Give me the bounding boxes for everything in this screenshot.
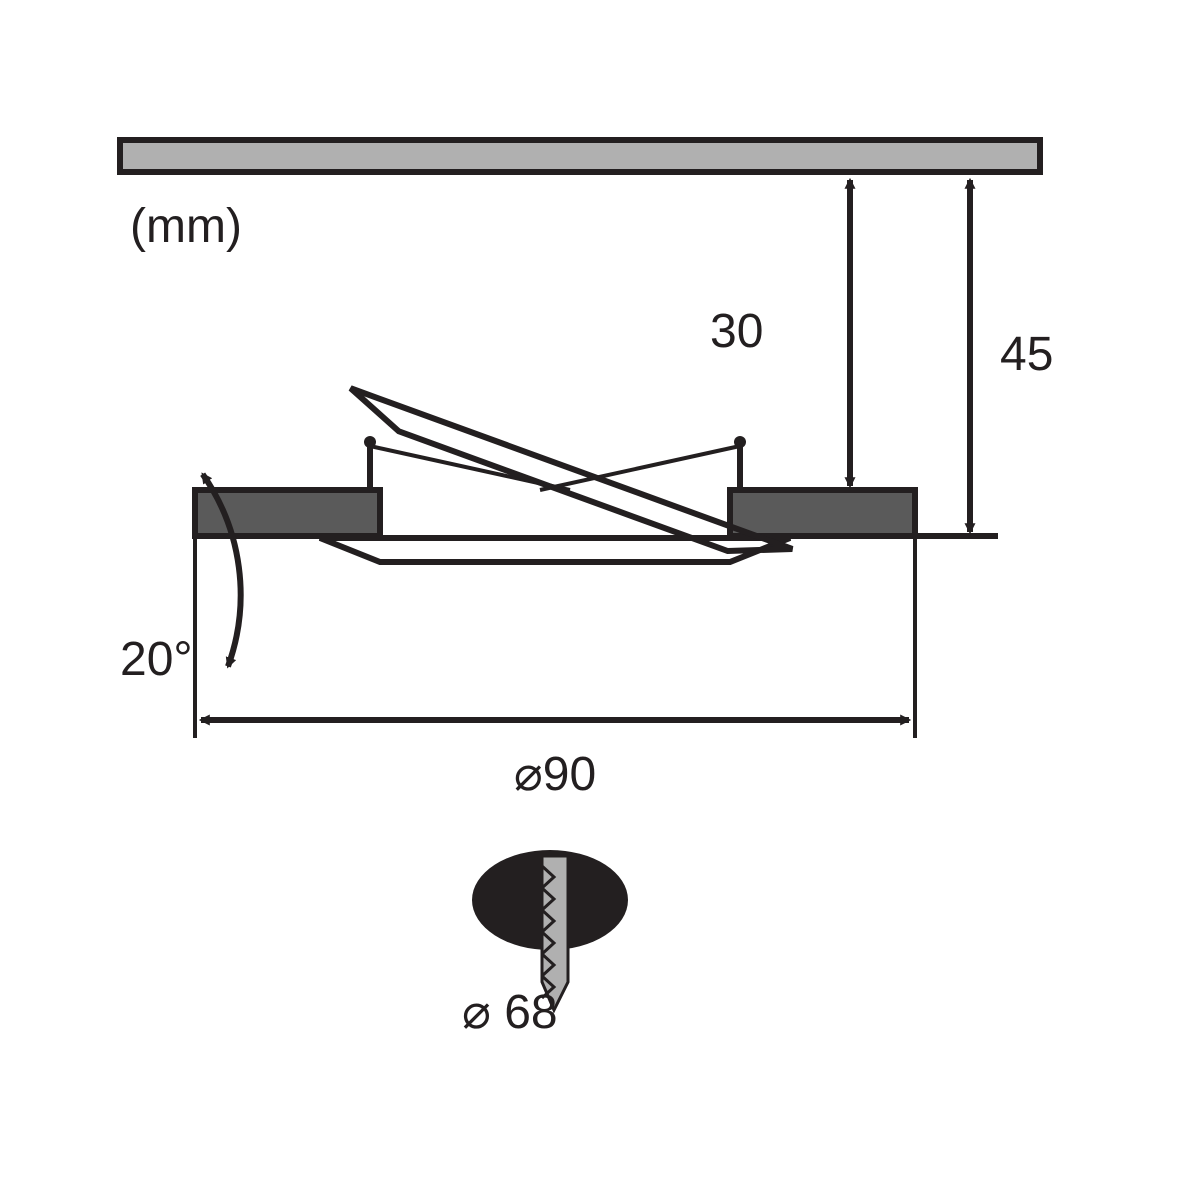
depth-30-label: 30 [710,305,763,358]
lamp-plate-tilted [342,388,792,571]
tilt-angle-label: 20° [120,633,193,686]
diameter-90-label: ⌀90 [514,748,596,801]
cutout-68-label: ⌀ 68 [462,986,558,1039]
units-label: (mm) [130,200,242,253]
dimension-diagram: (mm) 30 45 20° ⌀90 ⌀ 68 [0,0,1200,1200]
fixture-flange-right [730,490,915,536]
ceiling-bar [120,140,1040,172]
depth-45-label: 45 [1000,328,1053,381]
